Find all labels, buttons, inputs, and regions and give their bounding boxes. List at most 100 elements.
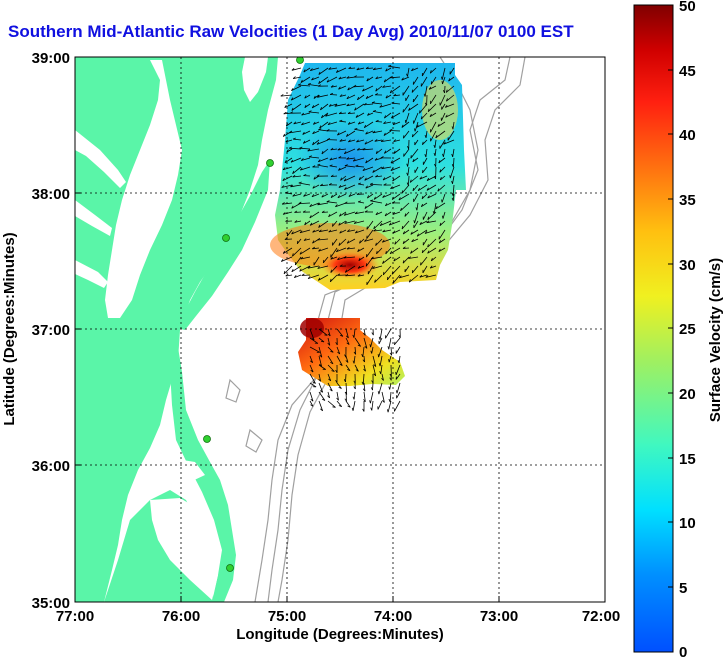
velocity-arrow bbox=[317, 202, 329, 206]
velocity-arrow-head bbox=[373, 364, 377, 367]
velocity-arrow-head bbox=[312, 185, 315, 189]
velocity-arrow-head bbox=[407, 146, 410, 150]
velocity-arrow bbox=[400, 202, 410, 212]
velocity-arrow-head bbox=[354, 107, 357, 111]
velocity-arrow bbox=[303, 139, 311, 144]
velocity-arrow bbox=[344, 184, 356, 190]
velocity-arrow bbox=[396, 391, 401, 399]
velocity-arrow-head bbox=[339, 230, 342, 234]
x-tick-label: 77:00 bbox=[56, 608, 94, 625]
velocity-arrow-head bbox=[445, 89, 448, 93]
velocity-arrow bbox=[330, 175, 338, 177]
velocity-arrow bbox=[382, 238, 392, 243]
velocity-arrow-head bbox=[420, 262, 422, 266]
velocity-arrow-head bbox=[301, 112, 305, 116]
velocity-arrow-head bbox=[420, 203, 424, 207]
velocity-arrow-head bbox=[331, 370, 335, 372]
velocity-arrow bbox=[401, 184, 410, 194]
velocity-arrow-head bbox=[317, 159, 321, 163]
velocity-arrow bbox=[358, 201, 365, 204]
velocity-arrow bbox=[300, 166, 311, 171]
velocity-arrow bbox=[303, 238, 311, 241]
velocity-arrow bbox=[318, 157, 329, 163]
velocity-arrow bbox=[357, 265, 365, 269]
velocity-arrow bbox=[438, 238, 446, 244]
velocity-arrow bbox=[281, 256, 293, 262]
velocity-arrow-head bbox=[291, 107, 294, 111]
velocity-arrow-head bbox=[299, 251, 302, 255]
velocity-arrow-head bbox=[389, 90, 392, 94]
velocity-arrow-head bbox=[445, 114, 448, 118]
velocity-arrow bbox=[353, 391, 356, 400]
velocity-arrow bbox=[401, 220, 410, 230]
velocity-arrow-head bbox=[429, 70, 432, 74]
velocity-arrow bbox=[345, 391, 347, 402]
velocity-arrow-head bbox=[427, 216, 430, 220]
delaware-bay bbox=[242, 57, 268, 102]
velocity-arrow bbox=[354, 128, 365, 132]
velocity-arrow-head bbox=[396, 390, 398, 394]
velocity-arrow-head bbox=[320, 107, 322, 111]
velocity-arrow-head bbox=[365, 185, 368, 189]
velocity-arrow-head bbox=[357, 344, 361, 347]
velocity-arrow bbox=[375, 76, 383, 80]
velocity-arrow-head bbox=[359, 240, 361, 244]
velocity-arrow-head bbox=[312, 240, 315, 244]
velocity-arrow-head bbox=[381, 377, 384, 381]
velocity-arrow bbox=[422, 139, 428, 145]
velocity-arrow-head bbox=[427, 108, 430, 112]
velocity-arrow bbox=[408, 103, 419, 111]
velocity-arrow-head bbox=[294, 220, 298, 223]
velocity-arrow bbox=[321, 211, 329, 213]
velocity-arrow-head bbox=[441, 80, 443, 85]
velocity-arrow bbox=[327, 373, 332, 381]
velocity-arrow-head bbox=[389, 250, 393, 255]
velocity-arrow bbox=[372, 166, 383, 173]
velocity-arrow bbox=[366, 247, 374, 258]
velocity-arrow-head bbox=[344, 186, 347, 190]
velocity-arrow-head bbox=[406, 73, 408, 77]
velocity-arrow-head bbox=[339, 138, 343, 142]
velocity-arrow-head bbox=[420, 116, 423, 120]
velocity-arrow-head bbox=[382, 400, 385, 403]
velocity-arrow bbox=[318, 328, 328, 336]
velocity-arrow-head bbox=[330, 269, 332, 273]
velocity-arrow-head bbox=[280, 94, 284, 97]
velocity-arrow-head bbox=[404, 213, 407, 217]
velocity-arrow bbox=[345, 373, 347, 383]
velocity-arrow-head bbox=[343, 379, 346, 383]
y-tick-label: 39:00 bbox=[32, 50, 70, 67]
velocity-arrow bbox=[390, 166, 401, 171]
velocity-arrow bbox=[313, 121, 320, 125]
velocity-arrow bbox=[430, 130, 437, 142]
velocity-arrow bbox=[427, 103, 437, 112]
velocity-arrow bbox=[320, 103, 329, 111]
velocity-arrow-head bbox=[419, 274, 423, 278]
velocity-arrow-head bbox=[344, 201, 348, 204]
velocity-arrow-head bbox=[312, 131, 315, 134]
velocity-arrow bbox=[362, 166, 374, 171]
velocity-arrow bbox=[402, 238, 410, 245]
velocity-arrow bbox=[410, 247, 419, 254]
velocity-arrow-head bbox=[381, 166, 385, 170]
velocity-arrow-head bbox=[382, 229, 386, 233]
velocity-arrow-head bbox=[339, 119, 343, 122]
velocity-arrow bbox=[299, 247, 311, 255]
velocity-arrow-head bbox=[292, 137, 296, 140]
velocity-arrow bbox=[379, 220, 392, 226]
velocity-arrow bbox=[318, 129, 329, 132]
velocity-arrow-head bbox=[375, 76, 379, 80]
velocity-arrow bbox=[309, 373, 316, 384]
velocity-arrow bbox=[374, 157, 383, 161]
velocity-arrow bbox=[365, 157, 374, 164]
velocity-arrow bbox=[327, 346, 334, 353]
velocity-arrow-head bbox=[398, 197, 401, 201]
velocity-arrow bbox=[291, 103, 302, 111]
velocity-arrow-head bbox=[347, 229, 350, 232]
velocity-arrow-head bbox=[292, 253, 294, 257]
velocity-arrow bbox=[330, 85, 338, 88]
velocity-arrow-head bbox=[382, 271, 385, 275]
velocity-arrow-head bbox=[312, 141, 315, 146]
velocity-arrow bbox=[429, 85, 437, 90]
velocity-arrow-head bbox=[337, 147, 341, 151]
